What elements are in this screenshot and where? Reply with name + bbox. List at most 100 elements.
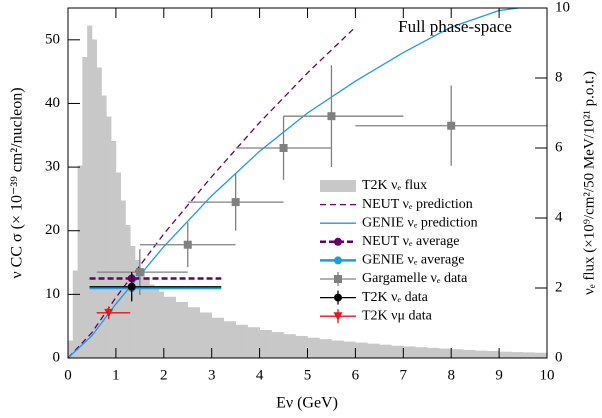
y-tick-label: 20 xyxy=(45,222,60,238)
y2-tick-label: 2 xyxy=(555,279,563,295)
legend-label: T2K νₑ data xyxy=(362,290,429,305)
flux-bar xyxy=(475,350,488,358)
marker xyxy=(135,268,144,277)
legend-label: GENIE νₑ prediction xyxy=(362,215,478,230)
flux-bar xyxy=(68,340,74,358)
annotation: Full phase-space xyxy=(398,17,512,36)
flux-bar xyxy=(295,335,308,358)
flux-bar xyxy=(149,284,155,358)
y2-tick-label: 4 xyxy=(555,209,563,225)
x-tick-label: 2 xyxy=(160,367,168,383)
flux-bar xyxy=(199,312,212,358)
marker xyxy=(334,237,342,246)
flux-bar xyxy=(77,165,83,358)
x-axis-label: Eν (GeV) xyxy=(276,395,338,412)
flux-bar xyxy=(355,342,368,358)
flux-bar xyxy=(82,57,88,358)
y2-tick-label: 8 xyxy=(555,69,563,85)
flux-bar xyxy=(523,352,536,358)
y-tick-label: 10 xyxy=(45,286,60,302)
legend-label: NEUT νₑ average xyxy=(362,234,460,249)
x-tick-label: 7 xyxy=(400,367,408,383)
flux-bar xyxy=(415,347,428,358)
marker xyxy=(279,144,288,152)
marker xyxy=(327,112,336,121)
flux-bar xyxy=(135,260,141,358)
x-tick-label: 4 xyxy=(256,367,264,383)
legend-label: GENIE νₑ average xyxy=(362,253,464,268)
marker xyxy=(104,308,114,318)
flux-bar xyxy=(535,352,548,358)
flux-bar xyxy=(130,246,136,358)
x-tick-label: 3 xyxy=(208,367,216,383)
flux-bar xyxy=(72,270,78,358)
flux-bar xyxy=(96,67,102,358)
flux-bar xyxy=(223,321,236,358)
x-tick-label: 10 xyxy=(540,367,555,383)
flux-bar xyxy=(106,116,112,358)
marker xyxy=(231,198,240,207)
flux-bar xyxy=(101,95,107,358)
flux-bar xyxy=(427,347,440,358)
prediction-line xyxy=(67,7,519,359)
y-tick-label: 50 xyxy=(45,31,60,47)
flux-bar xyxy=(187,307,201,358)
marker xyxy=(334,256,342,265)
legend-label: T2K νμ data xyxy=(362,308,433,323)
flux-bar xyxy=(125,225,131,358)
flux-bar xyxy=(511,352,524,358)
flux-bar xyxy=(259,330,272,358)
flux-bar xyxy=(379,344,392,358)
flux-bar xyxy=(235,324,248,358)
flux-bar xyxy=(271,332,284,358)
x-tick-label: 9 xyxy=(495,367,503,383)
y2-tick-label: 0 xyxy=(555,349,563,365)
flux-bar xyxy=(154,288,160,358)
flux-bar xyxy=(87,25,93,358)
flux-bar xyxy=(115,172,121,358)
y-tick-label: 0 xyxy=(53,349,61,365)
y2-axis-label: νₑ flux (×10⁹/cm²/50 MeV/10²¹ p.o.t.) xyxy=(581,71,597,295)
flux-bar xyxy=(144,277,150,358)
legend-label: T2K νₑ flux xyxy=(362,178,427,193)
flux-bar xyxy=(343,341,356,358)
marker xyxy=(127,282,136,291)
flux-bar xyxy=(451,349,464,358)
flux-bar xyxy=(463,349,476,358)
flux-bar xyxy=(159,291,165,358)
marker xyxy=(183,240,192,249)
flux-bar xyxy=(91,39,98,358)
marker xyxy=(334,293,342,302)
legend-swatch xyxy=(320,180,356,192)
x-tick-label: 0 xyxy=(64,367,72,383)
legend-background xyxy=(318,176,533,327)
flux-bar xyxy=(439,348,452,358)
x-tick-label: 5 xyxy=(304,367,312,383)
marker xyxy=(447,121,456,130)
flux-bar xyxy=(319,339,332,358)
flux-bar xyxy=(391,345,404,358)
flux-bar xyxy=(175,302,189,358)
flux-bar xyxy=(247,327,260,358)
x-tick-label: 6 xyxy=(352,367,360,383)
flux-bar xyxy=(487,351,500,358)
flux-bar xyxy=(331,340,344,358)
plot-area xyxy=(67,7,548,359)
y-tick-label: 30 xyxy=(45,159,60,175)
marker xyxy=(334,275,342,283)
legend-label: Gargamelle νₑ data xyxy=(362,271,468,286)
legend-label: NEUT νₑ prediction xyxy=(362,197,473,212)
flux-bar xyxy=(120,200,126,358)
legend: T2K νₑ flux NEUT νₑ prediction GENIE νₑ pr… xyxy=(318,176,533,327)
flux-bar xyxy=(111,141,117,358)
y2-tick-label: 10 xyxy=(555,0,570,15)
flux-bar xyxy=(499,351,512,358)
flux-bar xyxy=(307,337,320,358)
x-tick-label: 8 xyxy=(447,367,455,383)
flux-bar xyxy=(139,270,145,358)
y-tick-label: 40 xyxy=(45,95,60,111)
flux-bar xyxy=(163,296,177,358)
flux-bar xyxy=(211,317,224,358)
flux-bar xyxy=(367,343,380,358)
